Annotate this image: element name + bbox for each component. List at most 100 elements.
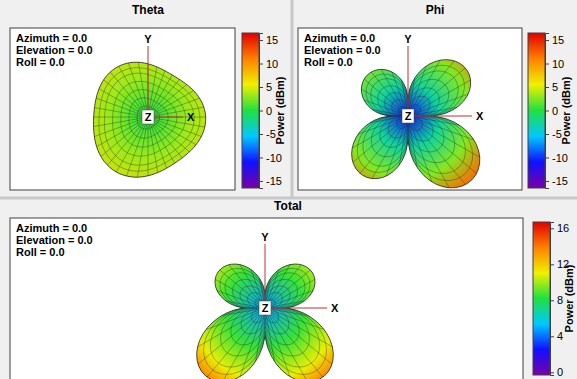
plot-box bbox=[10, 28, 235, 190]
mesh-line bbox=[206, 308, 265, 329]
colorbar-tick: 15 bbox=[259, 34, 278, 46]
tick-label: 16 bbox=[557, 222, 569, 234]
mesh-line bbox=[408, 107, 457, 116]
mesh-line bbox=[408, 116, 449, 188]
colorbar bbox=[242, 33, 259, 188]
mesh-line bbox=[94, 117, 148, 127]
mesh-line bbox=[358, 116, 408, 134]
tick-label: 5 bbox=[266, 81, 272, 93]
annotation: Elevation = 0.0 bbox=[16, 234, 93, 246]
mesh-line bbox=[215, 279, 265, 308]
radiation-pattern bbox=[352, 60, 480, 188]
tick-label: 5 bbox=[552, 81, 558, 93]
axis-line bbox=[265, 244, 266, 308]
tick-mark bbox=[259, 134, 263, 135]
plot-box bbox=[298, 28, 522, 190]
mesh-line bbox=[148, 117, 158, 173]
mesh-line bbox=[113, 81, 186, 156]
annotation: Elevation = 0.0 bbox=[304, 44, 381, 56]
tick-mark bbox=[259, 181, 263, 182]
radiation-pattern bbox=[94, 62, 206, 177]
mesh-line bbox=[129, 98, 168, 138]
mesh-line bbox=[99, 68, 200, 171]
mesh-line bbox=[94, 117, 148, 137]
tick-mark bbox=[259, 40, 263, 41]
tick-label: -15 bbox=[552, 175, 568, 187]
mesh-line bbox=[265, 308, 274, 361]
annotation: Azimuth = 0.0 bbox=[304, 32, 375, 44]
annotation: Elevation = 0.0 bbox=[16, 44, 93, 56]
mesh-line bbox=[371, 79, 454, 162]
colorbar bbox=[528, 33, 545, 188]
tick-mark bbox=[545, 134, 549, 135]
mesh-line bbox=[148, 117, 167, 168]
tick-mark bbox=[545, 157, 549, 158]
panel-title: Phi bbox=[426, 3, 445, 17]
colorbar-tick: 0 bbox=[545, 105, 558, 117]
annotation: Azimuth = 0.0 bbox=[16, 32, 87, 44]
mesh-line bbox=[408, 94, 468, 116]
colorbar-tick: -10 bbox=[545, 151, 568, 163]
mesh-line bbox=[222, 308, 265, 316]
colorbar-tick: 8 bbox=[550, 294, 563, 306]
mesh-line bbox=[101, 117, 148, 157]
mesh-line bbox=[138, 62, 148, 117]
annotation: Azimuth = 0.0 bbox=[16, 222, 87, 234]
mesh-line bbox=[265, 270, 310, 308]
axis-label: Y bbox=[404, 33, 412, 45]
tick-mark bbox=[550, 372, 554, 373]
colorbar-tick: 10 bbox=[545, 58, 564, 70]
axis-line bbox=[408, 46, 409, 116]
tick-label: 0 bbox=[557, 366, 563, 378]
tick-mark bbox=[545, 111, 549, 112]
colorbar-tick: 0 bbox=[259, 105, 272, 117]
colorbar-tick: 10 bbox=[259, 58, 278, 70]
mesh-line bbox=[408, 116, 417, 167]
mesh-line bbox=[104, 73, 194, 165]
mesh-line bbox=[99, 89, 148, 117]
tick-mark bbox=[550, 300, 554, 301]
panel-divider bbox=[291, 0, 294, 197]
mesh-line bbox=[265, 308, 290, 377]
colorbar-tick: 15 bbox=[545, 34, 564, 46]
tick-label: 10 bbox=[552, 58, 564, 70]
mesh-line bbox=[116, 117, 148, 172]
tick-mark bbox=[545, 87, 549, 88]
annotation: Roll = 0.0 bbox=[16, 246, 65, 258]
colorbar-axis-line bbox=[546, 34, 550, 189]
axis-label: X bbox=[331, 302, 339, 314]
mesh-line bbox=[198, 308, 265, 347]
mesh-line bbox=[363, 71, 465, 173]
axis-line bbox=[148, 46, 149, 117]
colorbar-tick: 4 bbox=[550, 330, 563, 342]
axis-label-box bbox=[142, 110, 154, 124]
mesh-line bbox=[352, 116, 408, 148]
mesh-line bbox=[265, 308, 308, 379]
axis-line bbox=[265, 308, 327, 309]
annotation: Roll = 0.0 bbox=[304, 56, 353, 68]
tick-label: 10 bbox=[266, 58, 278, 70]
mesh-line bbox=[408, 68, 465, 116]
axis-label: Z bbox=[262, 302, 269, 314]
chart-panel: Phi Y X Z Azimuth = 0.0Elevation = 0.0Roll =… bbox=[298, 3, 572, 190]
mesh-line bbox=[408, 60, 440, 116]
canvas: ThetaYXZAzimuth = 0.0Elevation = 0.0Roll… bbox=[0, 0, 577, 379]
mesh-line bbox=[148, 117, 149, 176]
tick-label: 15 bbox=[266, 34, 278, 46]
axis-line bbox=[408, 116, 472, 117]
chart-panel: TotalYXZAzimuth = 0.0Elevation = 0.0Roll… bbox=[10, 199, 575, 379]
axis-label-box bbox=[402, 109, 414, 123]
colorbar bbox=[533, 222, 550, 375]
colorbar-tick: 0 bbox=[550, 366, 563, 378]
mesh-line bbox=[265, 308, 332, 347]
mesh-line bbox=[220, 270, 265, 308]
mesh-line bbox=[361, 89, 408, 116]
mesh-line bbox=[408, 116, 465, 185]
colorbar-axis-line bbox=[260, 34, 264, 189]
chart-panel: ThetaYXZAzimuth = 0.0Elevation = 0.0Roll… bbox=[10, 3, 286, 190]
axis-label: X bbox=[476, 110, 484, 122]
colorbar-tick: 16 bbox=[550, 222, 569, 234]
colorbar-label: Power (dBm) bbox=[560, 76, 572, 144]
axis-label: Z bbox=[405, 110, 412, 122]
mesh-line bbox=[388, 96, 433, 141]
